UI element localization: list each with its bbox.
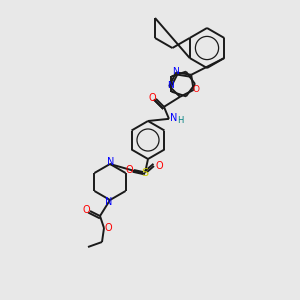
Text: N: N (170, 113, 178, 123)
Text: S: S (141, 168, 148, 178)
Text: O: O (82, 205, 90, 215)
Text: O: O (148, 93, 156, 103)
Text: O: O (125, 165, 133, 175)
Text: H: H (177, 116, 183, 125)
Text: N: N (172, 67, 178, 76)
Text: N: N (105, 197, 113, 207)
Text: N: N (167, 80, 174, 89)
Text: O: O (155, 161, 163, 171)
Text: O: O (104, 223, 112, 233)
Text: N: N (107, 157, 115, 167)
Text: O: O (192, 85, 199, 94)
